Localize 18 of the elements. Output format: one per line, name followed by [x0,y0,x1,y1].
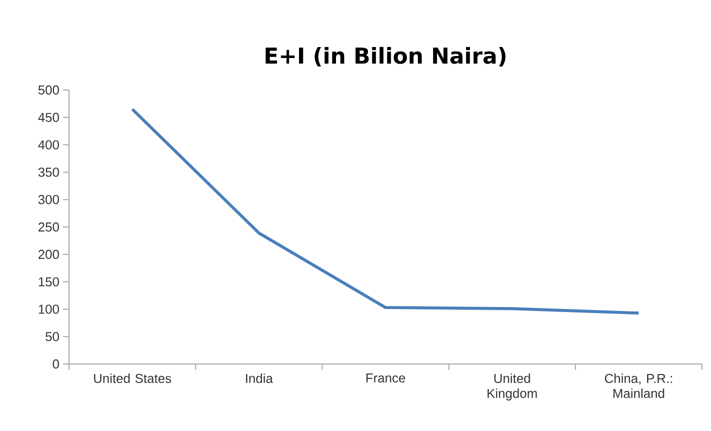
y-tick-label: 0 [52,359,59,369]
y-tick-label: 400 [38,140,59,150]
y-tick-label: 350 [38,168,59,177]
y-tick-label: 300 [38,195,59,204]
y-tick-label: 250 [38,222,59,232]
y-tick-label: 450 [38,112,59,122]
chart-title: E+I (in Bilion Naira) [266,46,506,67]
x-tick-label: China, P.R.: Mainland [604,374,672,398]
x-tick-label: India [246,374,273,384]
y-tick-label: 150 [38,277,59,286]
y-tick-label: 200 [38,250,59,259]
y-tick-label: 500 [38,85,59,95]
x-tick-label: United Kingdom [488,374,537,401]
x-tick-label: United States [94,374,172,384]
line-series [130,108,640,315]
y-tick-label: 50 [46,332,59,342]
y-tick-label: 100 [38,304,59,314]
x-tick-label: France [366,374,406,383]
